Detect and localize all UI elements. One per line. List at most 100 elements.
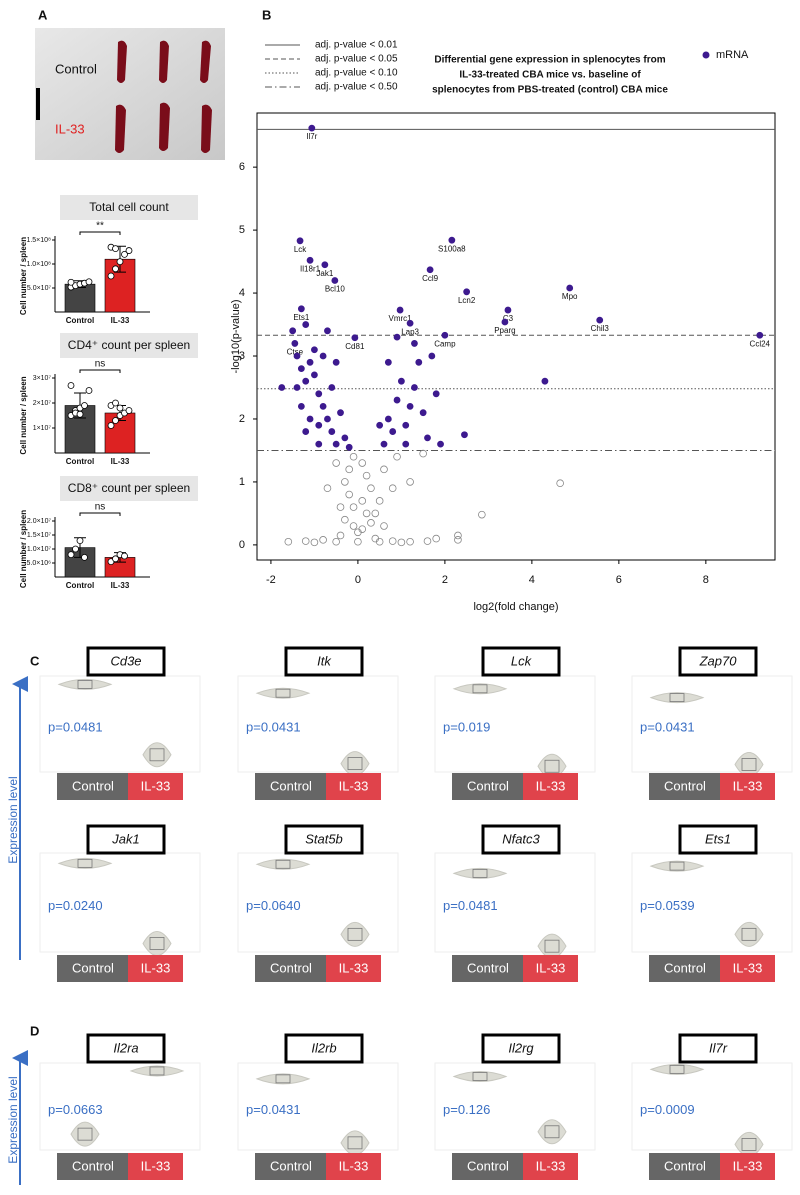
point-label: Il18r1 [300,264,321,273]
point-label: Lap3 [401,327,419,336]
group-label-box [326,955,381,982]
y-tick-label: 1 [239,476,245,488]
point-label: Chil3 [591,324,610,333]
group-label-box [255,1153,327,1180]
point-label: Ccl9 [422,274,439,283]
box [544,939,560,953]
group-label-box [649,955,721,982]
data-point [311,346,318,354]
group-label: IL-33 [536,778,566,793]
group-label: Control [72,960,114,975]
box [347,1136,363,1150]
data-point [297,402,305,410]
group-label-box [452,955,524,982]
data-point [349,522,358,530]
data-point [315,440,323,448]
chart-title-box [60,476,198,501]
data-point [67,278,75,286]
violin [340,921,370,947]
data-point [81,554,88,561]
x-tick-label: 2 [442,574,448,586]
y-tick-label: 1.0×10⁸ [26,261,51,268]
violin [255,687,311,699]
data-point [336,503,345,511]
violin [255,1073,311,1085]
data-point [112,417,119,424]
x-tick-label: IL-33 [111,316,130,325]
data-point [341,434,349,442]
data-point [112,245,119,253]
y-axis-label: Cell number / spleen [19,237,28,315]
data-point [566,284,574,292]
group-label-box [452,773,524,800]
data-point [375,497,384,505]
chart-title: Total cell count [89,200,169,214]
photo-label: IL-33 [55,121,85,136]
data-point [448,236,456,244]
data-point [297,305,305,313]
group-label: Control [664,778,706,793]
data-point [384,415,392,423]
axis-label: Expression level [6,1076,20,1163]
group-label: Control [467,1158,509,1173]
data-point [402,440,410,448]
data-point [324,327,331,335]
legend-marker [702,51,710,59]
legend-label: adj. p-value < 0.10 [315,68,398,79]
gene-name: Il7r [709,1040,728,1055]
data-point [345,490,354,499]
data-point [397,538,406,547]
data-point [328,384,336,391]
box [77,1127,93,1141]
data-point [406,319,414,327]
data-point [415,358,423,366]
data-point [406,478,414,486]
data-point [296,237,304,245]
y-tick-label: 5.0×10⁷ [27,285,52,292]
x-tick-label: Control [66,457,94,466]
violin [734,751,764,777]
data-point [345,465,354,474]
data-point [112,555,119,563]
scale-bar [36,88,40,120]
data-point [337,409,344,417]
group-label-box [649,773,721,800]
box [275,688,291,698]
data-point [76,537,84,544]
violin [129,1065,185,1077]
y-tick-label: 2.0×10⁷ [27,518,52,525]
data-point [351,334,359,342]
point-label: Lck [294,245,307,254]
point-label: Pparg [494,326,515,335]
group-label-box [128,1153,183,1180]
p-value: p=0.0640 [246,898,301,913]
data-point [67,382,75,389]
p-value: p=0.0431 [640,719,695,734]
p-value: p=0.0431 [246,719,301,734]
gene-box [86,646,166,677]
data-point [428,352,436,360]
data-point [116,258,124,266]
data-point [341,515,349,524]
chart-title: splenocytes from PBS-treated (control) C… [432,85,668,96]
data-point [291,340,299,347]
chart-title-box [60,195,198,220]
p-value: p=0.0663 [48,1102,103,1117]
gene-name: Jak1 [111,831,139,846]
group-label: Control [467,960,509,975]
data-point [556,479,564,487]
photo: Control IL-33 [35,28,225,160]
data-point [454,531,462,540]
photo-background [35,28,225,160]
significance-label: ns [95,359,106,370]
group-label-box [255,955,327,982]
data-point [311,371,318,379]
gene-box [86,824,166,855]
y-axis-label: -log10(p-value) [230,300,242,374]
y-tick-label: 1×10⁷ [33,425,52,432]
data-point [332,358,340,366]
point-label: C3 [503,314,514,323]
group-label-box [128,955,183,982]
point-label: Ccl24 [750,339,771,348]
